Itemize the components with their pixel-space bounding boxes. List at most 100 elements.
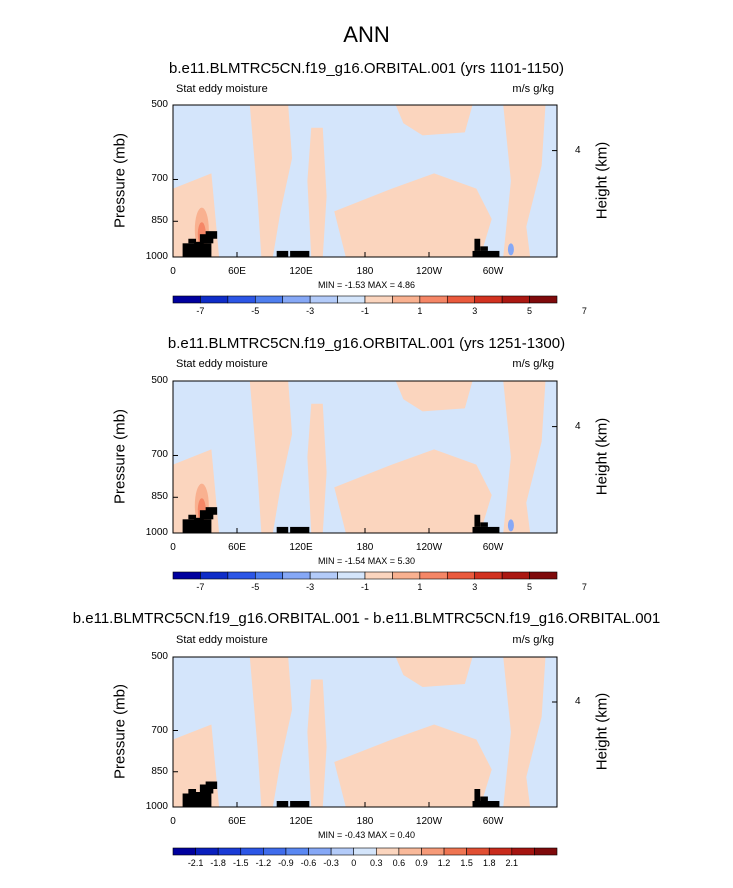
terrain-block xyxy=(480,796,488,801)
terrain-block xyxy=(474,514,481,527)
colorbar-box xyxy=(254,295,284,304)
field-label: Stat eddy moisture xyxy=(176,358,268,370)
colorbar-label: -3 xyxy=(306,582,315,592)
x-tick-label: 0 xyxy=(170,816,176,827)
y-tick-label: 1000 xyxy=(145,801,168,812)
colorbar-label: 5 xyxy=(527,306,533,316)
positive-region xyxy=(249,657,293,807)
terrain-block xyxy=(472,801,500,807)
colorbar-box xyxy=(392,295,421,304)
colorbar-box xyxy=(488,847,513,856)
terrain-block xyxy=(194,792,204,797)
colorbar-box xyxy=(227,571,256,580)
y-tick-label: 700 xyxy=(151,449,168,461)
terrain-block xyxy=(182,243,212,257)
colorbar-box xyxy=(217,847,242,856)
x-tick-label: 60W xyxy=(482,816,504,827)
terrain-block xyxy=(182,793,212,807)
colorbar-label: -2.1 xyxy=(187,858,204,868)
colorbar-box xyxy=(353,847,377,856)
colorbar-label: -7 xyxy=(196,582,205,592)
x-tick-label: 120E xyxy=(289,816,313,827)
y-tick-label: 500 xyxy=(151,375,168,386)
colorbar-label: 0.9 xyxy=(415,858,428,868)
peak-region xyxy=(194,207,209,252)
x-tick-label: 0 xyxy=(170,266,176,277)
terrain-block xyxy=(290,526,310,533)
main-title: ANN xyxy=(343,22,390,47)
panel-title: b.e11.BLMTRC5CN.f19_g16.ORBITAL.001 (yrs… xyxy=(169,60,564,77)
colorbar-box xyxy=(285,847,309,856)
colorbar-box xyxy=(392,571,421,580)
colorbar-box xyxy=(529,295,558,304)
units-label: m/s g/kg xyxy=(512,358,554,370)
x-tick-label: 120W xyxy=(415,542,443,553)
peak-core xyxy=(197,222,206,247)
colorbar-box xyxy=(364,295,393,304)
positive-region xyxy=(395,657,473,687)
terrain-block xyxy=(472,250,500,257)
colorbar-box xyxy=(282,295,311,304)
positive-region xyxy=(249,105,293,257)
colorbar-box xyxy=(421,847,445,856)
terrain-block xyxy=(474,789,481,801)
x-tick-label: 60E xyxy=(228,266,246,277)
colorbar-box xyxy=(446,295,476,304)
x-tick-label: 60W xyxy=(482,266,504,277)
colorbar-label: -1 xyxy=(360,582,369,592)
x-tick-label: 120W xyxy=(415,266,443,277)
terrain-block xyxy=(276,250,289,257)
terrain-block xyxy=(199,510,214,520)
x-tick-label: 120E xyxy=(289,266,313,277)
colorbar-box xyxy=(309,295,338,304)
colorbar-box xyxy=(195,847,219,856)
y-tick-label: 1000 xyxy=(145,251,168,262)
plot-background xyxy=(173,657,557,807)
colorbar-box xyxy=(419,295,448,304)
positive-region xyxy=(334,449,492,533)
terrain-block xyxy=(480,522,488,527)
positive-region xyxy=(173,449,220,533)
positive-region xyxy=(249,381,293,533)
colorbar-label: 2.1 xyxy=(505,858,519,868)
positive-region xyxy=(395,381,473,412)
x-tick-label: 180 xyxy=(356,542,374,553)
colorbar-box xyxy=(263,847,287,856)
colorbar-box xyxy=(511,847,535,856)
colorbar-box xyxy=(200,295,229,304)
colorbar-box xyxy=(172,295,201,304)
terrain-block xyxy=(199,234,214,244)
positive-region xyxy=(307,679,327,807)
colorbar-label: 0 xyxy=(351,858,357,868)
y2-axis-label: Height (km) xyxy=(593,692,611,771)
colorbar-box xyxy=(240,847,264,856)
x-tick-label: 180 xyxy=(356,266,374,277)
colorbar-label: 5 xyxy=(527,582,533,592)
colorbar-label: 3 xyxy=(472,306,478,316)
colorbar-label: -1.8 xyxy=(210,858,226,868)
terrain-block xyxy=(205,231,218,239)
field-label: Stat eddy moisture xyxy=(176,83,268,95)
y-tick-label: 850 xyxy=(151,215,168,227)
colorbar-box xyxy=(419,571,448,580)
colorbar-box xyxy=(200,571,229,580)
colorbar-box xyxy=(529,571,558,580)
terrain-block xyxy=(474,238,481,251)
colorbar-label: 1.5 xyxy=(460,858,473,868)
positive-region xyxy=(307,403,327,533)
colorbar-label: -3 xyxy=(306,306,315,316)
colorbar-box xyxy=(474,295,503,304)
positive-region xyxy=(173,173,220,257)
y2-tick-label: 4 xyxy=(575,696,581,707)
terrain-block xyxy=(188,514,197,520)
colorbar-box xyxy=(474,571,503,580)
y-tick-label: 700 xyxy=(151,173,168,185)
positive-region xyxy=(503,105,546,257)
colorbar-box xyxy=(309,571,338,580)
y2-axis-label: Height (km) xyxy=(593,417,611,496)
y-tick-label: 850 xyxy=(151,765,168,777)
colorbar-box xyxy=(501,571,530,580)
terrain-block xyxy=(188,238,197,244)
